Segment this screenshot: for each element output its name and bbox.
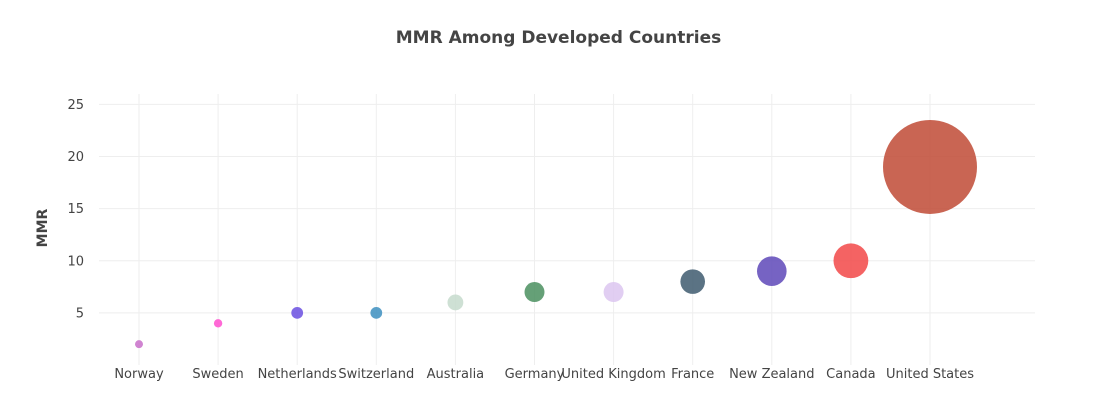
x-tick-label: Netherlands [258,367,337,382]
chart-title: MMR Among Developed Countries [395,28,722,48]
bubble-australia[interactable] [447,294,464,311]
x-tick-label: Sweden [192,367,243,382]
y-tick-label: 15 [67,202,84,217]
y-tick-label: 20 [67,150,84,165]
bubble-united-kingdom[interactable] [603,282,624,303]
x-tick-label: Canada [826,367,875,382]
bubble-norway[interactable] [135,340,143,349]
x-tick-label: United Kingdom [561,367,665,382]
bubble-united-states[interactable] [883,119,977,214]
bubble-switzerland[interactable] [370,306,383,319]
y-tick-label: 5 [76,306,84,321]
x-tick-label: United States [886,367,974,382]
y-tick-label: 25 [67,98,84,113]
bubble-france[interactable] [680,269,705,294]
y-axis-ticks: 5 10 15 20 25 [67,98,84,321]
bubble-sweden[interactable] [213,319,223,328]
bubble-germany[interactable] [524,282,545,303]
y-axis-label: MMR [35,208,51,247]
x-tick-label: Australia [427,367,485,382]
y-tick-label: 10 [67,254,84,269]
grid [99,94,1035,365]
markers [135,119,977,349]
x-tick-label: France [671,367,714,382]
bubble-netherlands[interactable] [291,306,304,319]
x-tick-label: Norway [114,367,164,382]
x-tick-label: Germany [505,367,565,382]
x-axis-ticks: Norway Sweden Netherlands Switzerland Austra… [114,367,974,382]
bubble-canada[interactable] [833,243,869,279]
x-tick-label: Switzerland [338,367,414,382]
bubble-new-zealand[interactable] [757,256,787,286]
x-tick-label: New Zealand [729,367,814,382]
